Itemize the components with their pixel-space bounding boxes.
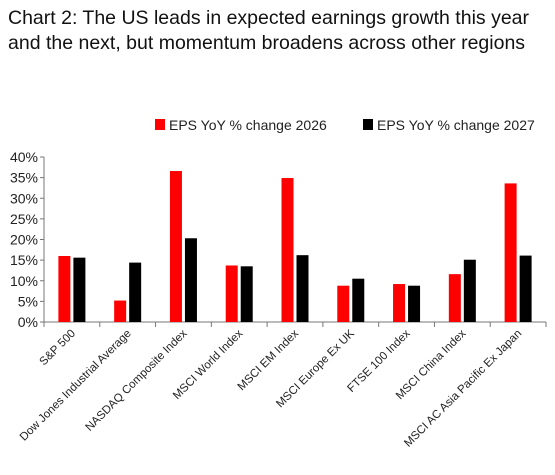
y-tick-label: 35% bbox=[10, 170, 38, 186]
bar bbox=[240, 266, 253, 322]
x-tick-label: S&P 500 bbox=[38, 328, 78, 368]
bar bbox=[58, 256, 71, 322]
bar bbox=[296, 255, 309, 322]
bar bbox=[73, 257, 86, 322]
bar bbox=[519, 255, 532, 322]
legend-swatch bbox=[363, 119, 373, 130]
bar bbox=[225, 265, 238, 322]
bar bbox=[129, 262, 142, 322]
x-tick-label: Dow Jones Industrial Average bbox=[18, 328, 134, 444]
x-tick-label: MSCI AC Asia Pacific Ex Japan bbox=[402, 328, 524, 450]
bar bbox=[408, 285, 421, 322]
bar bbox=[448, 274, 461, 322]
chart-title: Chart 2: The US leads in expected earnin… bbox=[8, 7, 530, 54]
y-tick-label: 20% bbox=[10, 232, 38, 248]
bar bbox=[352, 278, 365, 322]
x-tick-label: NASDAQ Composite Index bbox=[83, 327, 189, 433]
bar bbox=[393, 284, 406, 322]
y-tick-label: 15% bbox=[10, 252, 38, 268]
bar bbox=[114, 300, 127, 322]
y-tick-label: 10% bbox=[10, 273, 38, 289]
legend-swatch bbox=[155, 119, 165, 130]
bar bbox=[463, 259, 476, 322]
bar bbox=[504, 183, 517, 322]
bar bbox=[169, 171, 182, 322]
bar bbox=[337, 285, 350, 322]
y-tick-label: 40% bbox=[10, 149, 38, 165]
bar bbox=[184, 238, 197, 322]
legend-label: EPS YoY % change 2026 bbox=[169, 117, 327, 133]
legend-label: EPS YoY % change 2027 bbox=[377, 117, 535, 133]
bar bbox=[281, 178, 294, 322]
y-tick-label: 5% bbox=[18, 293, 38, 309]
y-tick-label: 30% bbox=[10, 190, 38, 206]
y-tick-label: 0% bbox=[18, 314, 38, 330]
y-tick-label: 25% bbox=[10, 211, 38, 227]
